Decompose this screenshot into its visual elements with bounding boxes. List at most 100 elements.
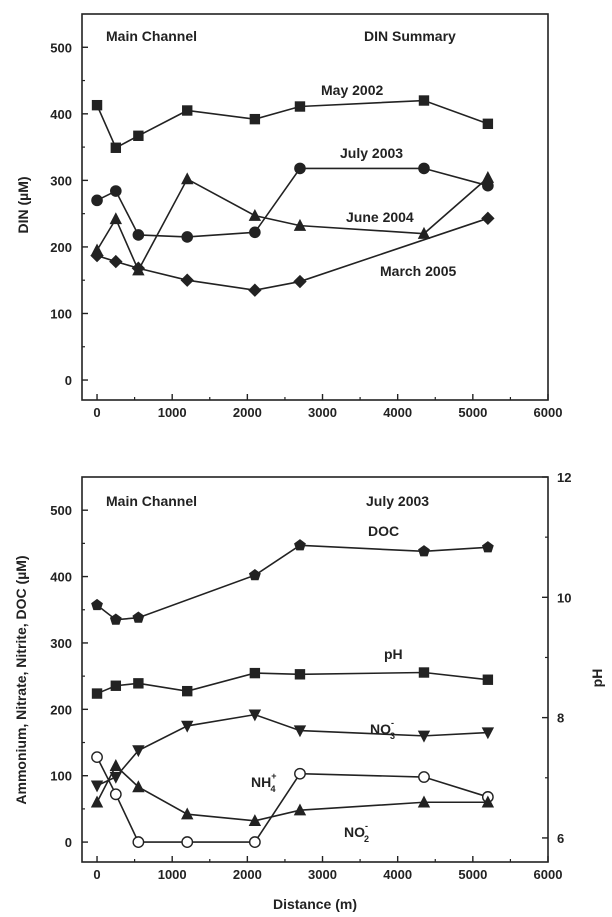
y-tick-label: 500: [50, 40, 72, 55]
series-line-july-2003: [96, 167, 489, 238]
data-point-doc: [294, 539, 306, 551]
data-point-may-2002: [294, 101, 306, 112]
series-doc: [91, 539, 494, 625]
data-point-may-2002: [182, 105, 193, 116]
plot-frame: [81, 476, 549, 863]
no2-base: NO: [344, 824, 365, 840]
data-point-july-2003: [110, 185, 122, 197]
data-point-no2: [481, 795, 495, 808]
data-point-nh4: [248, 836, 261, 848]
data-point-june-2004: [181, 172, 194, 185]
data-point-june-2004: [417, 226, 431, 239]
data-point-no3: [293, 725, 307, 738]
x-tick-label: 3000: [308, 405, 337, 420]
panel-label-july-2003: July 2003: [366, 493, 429, 509]
data-point-march-2005: [180, 273, 194, 287]
x-tick-label: 6000: [534, 867, 563, 882]
series-label-no3: NO- 3: [370, 718, 395, 741]
y2-tick-label: 8: [557, 711, 564, 726]
data-point-doc: [248, 569, 261, 581]
y2-axis-title: pH: [589, 669, 605, 688]
y-axis: 0 100 200 300 400 500: [50, 40, 88, 388]
series-label-nh4: NH+ 4: [251, 771, 277, 794]
data-point-no3: [417, 730, 431, 743]
series-line-nh4: [96, 756, 489, 843]
series-label-may-2002: May 2002: [321, 82, 383, 98]
series-layer: [90, 95, 495, 297]
y-tick-label: 0: [65, 373, 72, 388]
y-axis-title: DIN (µM): [15, 176, 31, 233]
nh4-subscript: 4: [271, 784, 276, 794]
data-point-no2: [181, 807, 194, 820]
plot-frame: [81, 13, 549, 401]
y-tick-label: 200: [50, 240, 72, 255]
data-point-no2: [132, 780, 145, 793]
x-tick-label: 0: [93, 867, 100, 882]
data-point-may-2002: [133, 130, 144, 141]
data-point-nh4: [181, 836, 194, 848]
no3-base: NO: [370, 721, 391, 737]
data-point-nh4: [132, 836, 145, 848]
din-summary-chart: 0 1000 2000 3000 4000 5000 6000 0 100 200 300 400 5…: [15, 13, 562, 420]
series-june-2004: [90, 171, 495, 276]
series-line-ph: [96, 671, 488, 695]
july-2003-chart: 0 1000 2000 3000 4000 5000 6000 0 100 200 300 400 5…: [13, 470, 605, 912]
data-point-march-2005: [248, 283, 262, 297]
data-point-no2: [248, 814, 262, 827]
y2-tick-label: 6: [557, 831, 564, 846]
x-tick-label: 1000: [158, 867, 187, 882]
data-point-no3: [90, 780, 104, 793]
nh4-base: NH: [251, 774, 271, 790]
y2-tick-label: 10: [557, 590, 571, 605]
no2-superscript: -: [365, 821, 368, 831]
data-point-june-2004: [481, 171, 495, 183]
series-line-may-2002: [96, 99, 489, 149]
data-point-may-2002: [418, 95, 430, 106]
data-point-ph: [294, 669, 306, 680]
data-point-march-2005: [90, 248, 104, 263]
x-tick-label: 4000: [383, 405, 412, 420]
data-point-may-2002: [91, 99, 103, 111]
series-label-march-2005: March 2005: [380, 263, 456, 279]
x-tick-label: 0: [93, 405, 100, 420]
data-point-no2: [417, 795, 431, 808]
data-point-march-2005: [131, 261, 146, 275]
data-point-ph: [91, 688, 103, 699]
y-tick-label: 400: [50, 570, 72, 585]
data-point-march-2005: [481, 211, 495, 226]
data-point-june-2004: [248, 208, 262, 221]
series-label-ph: pH: [384, 646, 403, 662]
data-point-july-2003: [418, 162, 430, 175]
series-no3: [90, 709, 495, 793]
data-point-ph: [249, 667, 261, 679]
y-tick-label: 100: [50, 306, 72, 321]
data-point-may-2002: [110, 142, 122, 153]
data-point-ph: [182, 685, 193, 697]
data-point-june-2004: [109, 212, 123, 225]
series-label-june-2004: June 2004: [346, 209, 414, 225]
data-point-no3: [248, 709, 262, 722]
series-line-doc: [96, 544, 488, 621]
data-point-no3: [132, 745, 145, 758]
data-point-no2: [293, 803, 307, 816]
data-point-no2: [109, 759, 123, 771]
x-axis: 0 1000 2000 3000 4000 5000 6000: [93, 856, 562, 882]
x-axis-title: Distance (m): [273, 896, 357, 912]
x-tick-label: 5000: [458, 405, 487, 420]
data-point-july-2003: [132, 229, 145, 241]
data-point-july-2003: [249, 226, 261, 239]
x-tick-label: 2000: [233, 867, 262, 882]
series-may-2002: [91, 95, 494, 153]
series-july-2003: [91, 162, 494, 243]
y-axis-title: Ammonium, Nitrate, Nitrite, DOC (µM): [13, 555, 29, 804]
series-label-no2: NO- 2: [344, 821, 369, 844]
data-point-no3: [109, 771, 123, 784]
data-point-ph: [133, 678, 144, 689]
series-label-doc: DOC: [368, 523, 399, 539]
y-tick-label: 200: [50, 702, 72, 717]
series-line-june-2004: [96, 177, 489, 273]
no3-subscript: 3: [390, 731, 395, 741]
data-point-ph: [110, 680, 122, 691]
data-point-nh4: [418, 771, 430, 783]
data-point-nh4: [109, 788, 122, 801]
